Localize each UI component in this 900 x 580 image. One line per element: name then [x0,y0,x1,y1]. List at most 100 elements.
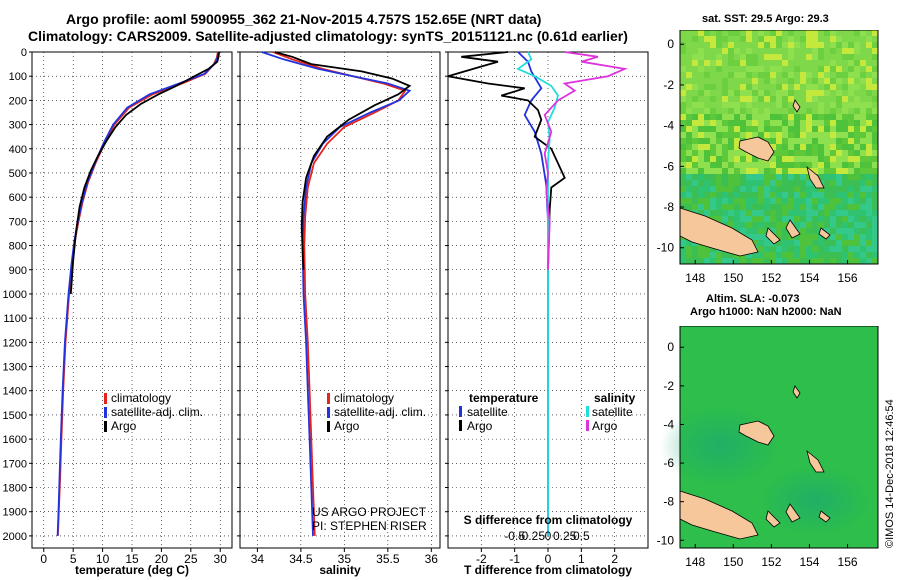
sst-cell [836,258,842,264]
sst-cell [770,162,776,168]
sst-cell [722,66,728,72]
sst-cell [872,174,878,180]
sst-cell [806,120,812,126]
sst-cell [710,66,716,72]
sst-cell [776,246,782,252]
sst-cell [746,156,752,162]
sst-cell [782,162,788,168]
legend-swatch [104,393,107,404]
sst-cell [830,66,836,72]
sst-cell [752,234,758,240]
legend-label: Argo [111,419,137,433]
sst-cell [752,42,758,48]
sst-cell [698,54,704,60]
sst-cell [716,114,722,120]
sst-cell [782,252,788,258]
sst-cell [836,180,842,186]
sst-cell [794,54,800,60]
sla-land [679,385,831,540]
sst-cell [716,66,722,72]
sst-cell [848,210,854,216]
sst-cell [818,258,824,264]
sst-cell [800,234,806,240]
sst-cell [680,246,686,252]
sst-cell [746,126,752,132]
sst-cell [680,174,686,180]
sst-cell [818,150,824,156]
sst-cell [842,90,848,96]
sst-cell [848,102,854,108]
diff-xtick2-label: -0.25 [518,529,546,543]
sst-cell [818,144,824,150]
sst-cell [722,42,728,48]
sst-cell [698,96,704,102]
sst-cell [752,222,758,228]
sst-cell [746,66,752,72]
sst-cell [836,156,842,162]
sst-cell [686,138,692,144]
sst-cell [716,138,722,144]
sst-cell [752,210,758,216]
sst-cell [758,210,764,216]
legend-swatch [586,406,589,417]
sst-cell [866,30,872,36]
sst-cell [776,114,782,120]
sst-cell [848,120,854,126]
sst-cell [716,156,722,162]
sst-cell [848,36,854,42]
depth-tick-label: 1500 [3,410,27,422]
sst-cell [836,222,842,228]
sst-cell [812,258,818,264]
sst-cell [710,216,716,222]
sst-cell [842,120,848,126]
sst-cell [776,240,782,246]
diff-legend-label: satellite [467,405,508,419]
sst-cell [734,102,740,108]
sst-cell [848,246,854,252]
sst-cell [692,66,698,72]
sst-cell [704,66,710,72]
sst-cell [764,132,770,138]
sst-cell [806,126,812,132]
sst-cell [794,96,800,102]
sst-cell [692,198,698,204]
sst-cell [704,90,710,96]
sst-cell [812,216,818,222]
sst-cell [806,186,812,192]
sst-cell [866,60,872,66]
sst-cell [800,210,806,216]
sst-cell [806,108,812,114]
sst-cell [686,78,692,84]
sst-cell [848,234,854,240]
sst-cell [812,102,818,108]
sst-cell [794,258,800,264]
sst-cell [782,144,788,150]
sst-cell [686,198,692,204]
sst-cell [740,162,746,168]
sst-cell [746,168,752,174]
sst-cell [800,162,806,168]
credit-line-1: US ARGO PROJECT [312,505,427,519]
sst-cell [866,210,872,216]
sst-cell [872,210,878,216]
sst-cell [710,162,716,168]
sst-cell [854,162,860,168]
sst-cell [830,150,836,156]
sst-cell [680,186,686,192]
sst-cell [734,108,740,114]
legend-swatch [104,421,107,432]
sst-cell [854,240,860,246]
depth-tick-label: 800 [9,241,27,253]
sst-cell [830,102,836,108]
sst-cell [710,174,716,180]
sst-cell [698,246,704,252]
sst-cell [800,216,806,222]
sst-cell [824,48,830,54]
sst-cell [812,78,818,84]
sst-cell [860,84,866,90]
sst-cell [710,144,716,150]
sst-cell [824,198,830,204]
sst-cell [806,246,812,252]
depth-tick-label: 400 [9,144,27,156]
sst-cell [866,114,872,120]
